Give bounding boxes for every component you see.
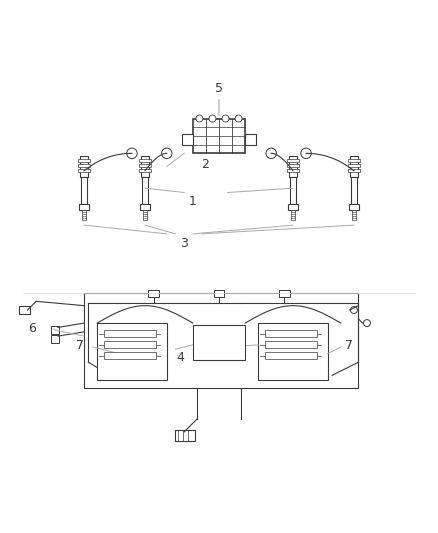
Circle shape [266, 148, 276, 158]
Bar [78, 164, 90, 167]
Bar [193, 118, 245, 154]
Bar [182, 134, 193, 144]
Bar [214, 290, 224, 297]
Circle shape [196, 115, 203, 122]
Bar [287, 159, 299, 163]
Bar [245, 134, 256, 144]
Bar [193, 325, 245, 360]
Bar [51, 326, 59, 334]
Circle shape [235, 115, 242, 122]
Bar [78, 169, 90, 172]
Bar [265, 330, 317, 337]
Bar [265, 341, 317, 349]
Bar [351, 177, 357, 205]
Bar [349, 205, 359, 211]
Bar [51, 335, 59, 343]
Bar [291, 211, 295, 220]
Bar [139, 169, 151, 172]
Bar [82, 211, 86, 220]
Circle shape [301, 148, 311, 158]
Bar [140, 205, 150, 211]
Bar [265, 352, 317, 359]
Text: 1: 1 [189, 195, 197, 208]
Bar [104, 352, 156, 359]
Bar [143, 211, 147, 220]
Bar [279, 290, 290, 297]
Bar [80, 156, 88, 177]
Text: 7: 7 [345, 339, 353, 352]
Bar [79, 205, 89, 211]
Bar [139, 164, 151, 167]
Bar [348, 169, 360, 172]
Bar [289, 156, 297, 177]
Bar [352, 211, 356, 220]
Bar [142, 177, 148, 205]
Text: 6: 6 [28, 322, 36, 335]
Bar [84, 293, 358, 389]
Bar [141, 156, 149, 177]
Bar [104, 341, 156, 349]
Circle shape [209, 115, 216, 122]
Bar [350, 156, 358, 177]
Bar [19, 305, 30, 314]
Bar [176, 430, 195, 441]
Bar [287, 169, 299, 172]
Bar [287, 164, 299, 167]
Bar [139, 159, 151, 163]
Bar [78, 159, 90, 163]
Text: 4: 4 [176, 351, 184, 365]
Text: 5: 5 [215, 82, 223, 94]
Bar [104, 330, 156, 337]
Text: 3: 3 [180, 237, 188, 250]
Text: 2: 2 [201, 158, 209, 171]
Bar [148, 290, 159, 297]
Circle shape [127, 148, 137, 158]
Circle shape [222, 115, 229, 122]
Bar [290, 177, 296, 205]
Bar [348, 159, 360, 163]
Bar [288, 205, 298, 211]
Bar [81, 177, 87, 205]
Bar [97, 323, 167, 379]
Text: 7: 7 [76, 339, 84, 352]
Circle shape [364, 320, 371, 327]
Circle shape [350, 306, 357, 313]
Circle shape [162, 148, 172, 158]
Bar [258, 323, 328, 379]
Bar [348, 164, 360, 167]
